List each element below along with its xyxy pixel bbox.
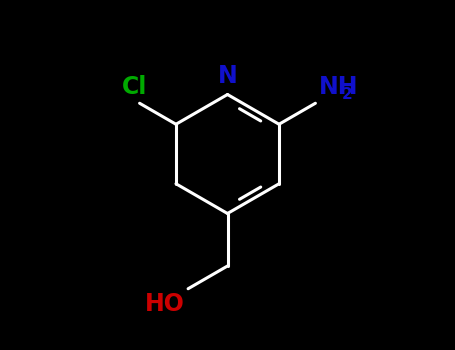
Text: Cl: Cl xyxy=(121,75,147,99)
Text: N: N xyxy=(217,64,238,88)
Text: NH: NH xyxy=(319,75,359,99)
Text: 2: 2 xyxy=(342,87,353,102)
Text: HO: HO xyxy=(145,292,185,316)
